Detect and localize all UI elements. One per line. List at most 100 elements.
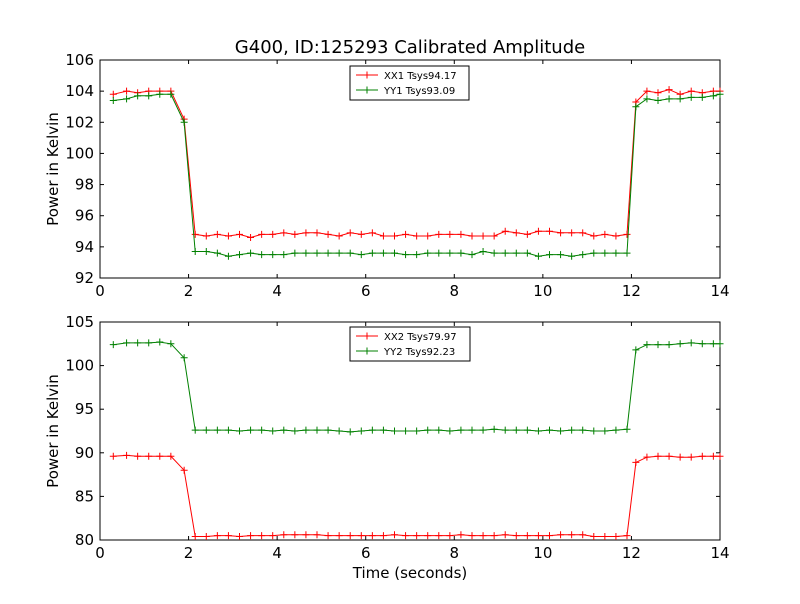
data-point [191,426,199,434]
data-point [457,249,465,257]
data-point [446,230,454,238]
x-axis-label: Time (seconds) [352,564,468,582]
data-point [468,426,476,434]
x-tick-label: 0 [95,544,105,562]
series-1 [109,451,724,541]
x-tick-label: 14 [710,544,729,562]
data-point [687,339,695,347]
data-point [446,249,454,257]
data-point [236,251,243,259]
data-point [280,531,288,539]
data-point [424,249,432,257]
data-point [335,249,343,257]
data-point [643,453,651,461]
data-point [512,426,520,434]
data-point [324,426,332,434]
data-point [579,251,587,259]
data-point [612,426,620,434]
data-point [490,249,498,257]
data-point [523,426,531,434]
x-tick-label: 2 [184,282,194,300]
data-point [601,533,609,541]
x-tick-label: 12 [622,282,641,300]
data-point [546,251,553,259]
data-point [579,426,587,434]
data-point [457,531,465,539]
legend-box [349,326,471,362]
data-point [291,230,299,238]
data-point [512,249,520,257]
data-point [109,341,117,349]
data-point [236,427,243,435]
data-point [446,532,454,540]
data-point [665,452,673,460]
data-point [324,532,332,540]
y-tick-label: 80 [75,531,94,549]
data-point [612,249,620,257]
data-point [623,230,631,238]
data-point [546,426,553,434]
data-point [346,428,354,436]
data-point [568,229,576,237]
data-point [335,532,343,540]
legend: XX2 Tsys79.97 YY2 Tsys92.23 [349,326,471,362]
data-point [534,532,542,540]
legend-marker [363,332,371,340]
y-tick-label: 106 [65,51,94,69]
data-point [590,427,598,435]
data-point [291,427,299,435]
data-point [479,532,487,540]
y-tick-label: 105 [65,313,94,331]
data-point [523,249,531,257]
data-point [698,452,706,460]
data-point [590,533,598,541]
data-point [709,452,717,460]
data-point [291,531,299,539]
data-point [224,252,232,260]
data-point [612,232,620,240]
legend-label: YY2 Tsys92.23 [383,347,455,358]
data-point [676,95,684,103]
series-1 [109,86,724,242]
data-point [156,338,164,346]
data-point [391,232,398,240]
data-point [258,532,266,540]
legend-marker [363,71,371,79]
data-point [134,339,142,347]
data-point [546,532,553,540]
data-point [202,533,210,541]
data-point [224,426,232,434]
legend-label: XX2 Tsys79.97 [384,332,457,343]
data-point [654,96,662,104]
data-point [687,93,695,101]
data-point [479,248,487,256]
data-point [632,103,640,111]
legend-label: YY1 Tsys93.09 [383,86,455,97]
data-point [402,251,410,259]
x-tick-label: 8 [450,544,460,562]
data-point [654,452,662,460]
legend-label: XX1 Tsys94.17 [384,71,457,82]
data-point [457,426,465,434]
data-point [180,466,188,474]
x-tick-label: 2 [184,544,194,562]
data-point [269,230,277,238]
data-point [357,251,365,259]
data-point [557,531,565,539]
data-point [335,427,343,435]
data-point [224,232,232,240]
data-point [202,248,210,256]
data-point [180,118,188,126]
data-point [269,532,277,540]
data-point [623,425,631,433]
data-point [368,532,376,540]
data-point [368,229,376,237]
series-2 [109,90,724,260]
x-tick-label: 0 [95,282,105,300]
data-point [698,93,706,101]
data-point [236,533,243,541]
data-point [167,340,175,348]
data-point [557,251,565,259]
data-point [302,229,310,237]
data-point [468,251,476,259]
